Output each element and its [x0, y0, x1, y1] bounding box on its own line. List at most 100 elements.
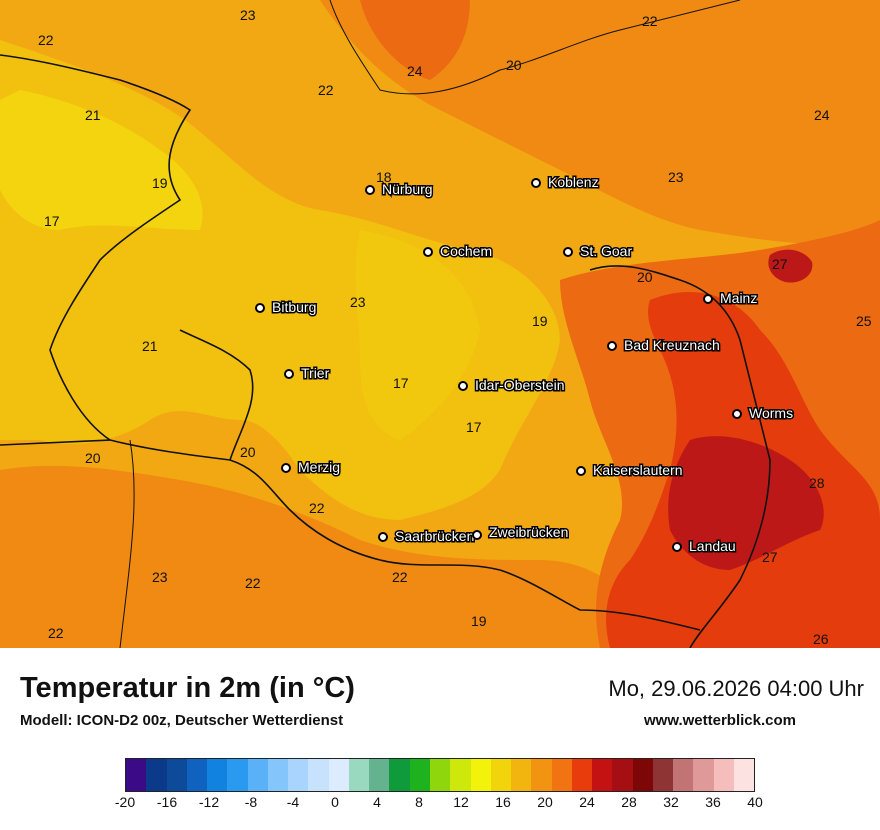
value-label: 19 — [532, 313, 548, 329]
legend-swatch — [126, 759, 147, 791]
legend-swatch — [186, 759, 208, 791]
legend-swatch — [713, 759, 734, 791]
city-saarbruecken: Saarbrücken — [378, 527, 476, 546]
legend-swatch — [267, 759, 289, 791]
legend-swatch — [632, 759, 653, 791]
city-st-goar: St. Goar — [563, 242, 634, 261]
legend-swatch — [328, 759, 349, 791]
city-zweibruecken: Zweibrücken — [472, 523, 570, 542]
value-label: 19 — [152, 175, 168, 191]
value-label: 27 — [772, 256, 788, 272]
orange-zone-south — [0, 465, 660, 648]
legend-swatch — [733, 759, 755, 791]
svg-text:Worms: Worms — [749, 405, 793, 421]
legend-swatch — [511, 759, 532, 791]
city-mainz: Mainz — [703, 289, 759, 308]
darkred-spot-mainz — [768, 249, 813, 283]
city-trier: Trier — [284, 364, 331, 383]
value-label: 22 — [38, 32, 54, 48]
orange-spot-north-center — [360, 0, 470, 80]
svg-text:St. Goar: St. Goar — [580, 243, 632, 259]
legend-swatch — [166, 759, 187, 791]
cool-core-nuerburg — [0, 90, 203, 230]
legend-swatch — [429, 759, 451, 791]
legend-tick-label: 16 — [495, 794, 511, 810]
legend-tick-label: 32 — [663, 794, 679, 810]
legend-tick-label: 12 — [453, 794, 469, 810]
legend-tick-label: 40 — [747, 794, 763, 810]
legend-tick-label: -12 — [198, 794, 220, 810]
value-label: 28 — [809, 475, 825, 491]
legend-swatch — [693, 759, 714, 791]
border-lines — [0, 0, 771, 648]
legend-swatch — [490, 759, 512, 791]
svg-text:Bad Kreuznach: Bad Kreuznach — [624, 337, 720, 353]
legend-tick-label: 4 — [373, 794, 381, 810]
value-label: 22 — [309, 500, 325, 516]
value-label: 24 — [814, 107, 830, 123]
legend-tick-label: 24 — [579, 794, 595, 810]
legend-tick-label: -8 — [244, 794, 258, 810]
temperature-values: 23 22 22 24 20 22 21 24 18 19 23 17 27 2… — [38, 7, 872, 647]
orange-zone-north — [320, 0, 880, 245]
legend-swatch — [571, 759, 593, 791]
value-label: 23 — [152, 569, 168, 585]
svg-text:Koblenz: Koblenz — [548, 174, 599, 190]
value-label: 22 — [48, 625, 64, 641]
forecast-datetime: Mo, 29.06.2026 04:00 Uhr — [608, 676, 864, 701]
svg-text:Kaiserslautern: Kaiserslautern — [593, 462, 683, 478]
svg-text:Saarbrücken: Saarbrücken — [395, 528, 474, 544]
value-label: 22 — [318, 82, 334, 98]
svg-text:Landau: Landau — [689, 538, 736, 554]
value-label: 26 — [813, 631, 829, 647]
city-koblenz: Koblenz — [531, 173, 600, 192]
legend-swatch — [673, 759, 694, 791]
city-merzig: Merzig — [281, 458, 342, 477]
svg-text:Nürburg: Nürburg — [382, 181, 433, 197]
legend-swatch — [531, 759, 552, 791]
value-label: 23 — [668, 169, 684, 185]
legend-swatch — [146, 759, 167, 791]
value-label: 21 — [142, 338, 158, 354]
legend-swatch — [409, 759, 430, 791]
legend-swatch — [247, 759, 268, 791]
value-label: 17 — [44, 213, 60, 229]
value-label: 21 — [85, 107, 101, 123]
value-label: 25 — [856, 313, 872, 329]
city-bitburg: Bitburg — [255, 298, 318, 317]
value-label: 20 — [637, 269, 653, 285]
city-idar-oberstein: Idar-Oberstein — [458, 376, 566, 395]
value-label: 23 — [350, 294, 366, 310]
city-nuerburg: Nürburg — [365, 180, 434, 199]
value-label: 19 — [471, 613, 487, 629]
city-markers: Nürburg Koblenz Cochem St. Goar Mainz Bi… — [255, 173, 795, 556]
map-footer: Temperatur in 2m (in °C) Modell: ICON-D2… — [0, 648, 880, 830]
cool-core-cochem — [355, 230, 480, 440]
legend-swatch — [592, 759, 613, 791]
legend-tick-label: 36 — [705, 794, 721, 810]
value-label: 20 — [506, 57, 522, 73]
darkred-zone-landau — [668, 436, 824, 570]
legend-tick-label: -16 — [156, 794, 178, 810]
value-label: 22 — [642, 13, 658, 29]
value-label: 17 — [466, 419, 482, 435]
legend-swatch — [389, 759, 410, 791]
legend-tick-label: 20 — [537, 794, 553, 810]
legend-tick-label: 28 — [621, 794, 637, 810]
legend-tick-label: -4 — [286, 794, 300, 810]
value-label: 20 — [85, 450, 101, 466]
value-label: 18 — [376, 169, 392, 185]
map-title: Temperatur in 2m (in °C) — [20, 672, 355, 704]
svg-text:Cochem: Cochem — [440, 243, 492, 259]
city-worms: Worms — [732, 404, 795, 423]
svg-text:Bitburg: Bitburg — [272, 299, 316, 315]
value-label: 22 — [392, 569, 408, 585]
svg-text:Trier: Trier — [301, 365, 330, 381]
website-link[interactable]: www.wetterblick.com — [644, 712, 796, 729]
legend-swatch — [369, 759, 390, 791]
svg-text:Mainz: Mainz — [720, 290, 757, 306]
model-info: Modell: ICON-D2 00z, Deutscher Wetterdie… — [20, 712, 344, 729]
svg-text:Merzig: Merzig — [298, 459, 340, 475]
legend-swatch — [288, 759, 309, 791]
color-legend-ticks: -20 -16 -12 -8 -4 0 4 8 12 16 20 24 28 32 36 40 — [115, 794, 763, 814]
